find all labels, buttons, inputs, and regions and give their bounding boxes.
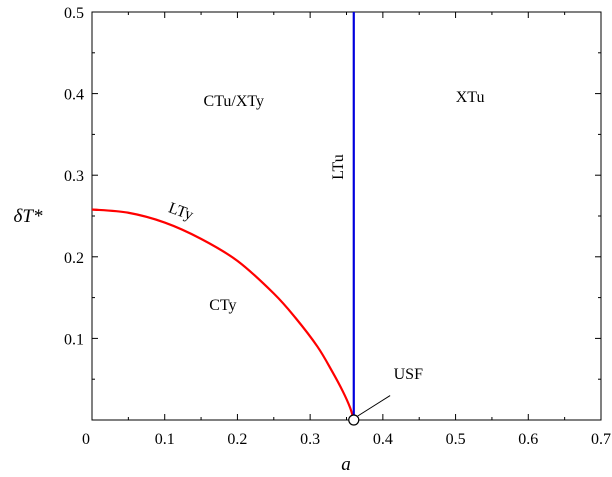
x-tick-label-origin: 0 <box>82 431 90 448</box>
series-layer <box>91 12 355 421</box>
x-tick-label: 0.6 <box>518 431 538 448</box>
y-axis-ticks: 0.1 0.2 0.3 0.4 0.5 <box>64 5 601 380</box>
y-tick-label: 0.2 <box>64 250 84 267</box>
annotation-usf: USF <box>394 366 423 383</box>
annotation-xtu: XTu <box>456 89 485 106</box>
series-line-lty <box>91 208 355 421</box>
x-tick-label: 0.3 <box>300 431 320 448</box>
annotation-ctu-xty: CTu/XTy <box>204 93 265 110</box>
x-tick-label: 0.4 <box>373 431 393 448</box>
x-tick-label: 0.7 <box>591 431 611 448</box>
annotation-layer: CTu/XTy XTu LTu LTy CTy USF <box>166 89 485 426</box>
y-tick-label: 0.3 <box>64 168 84 185</box>
usf-leader-line <box>357 395 391 417</box>
y-tick-label: 0.5 <box>64 5 84 22</box>
x-tick-label: 0.5 <box>446 431 466 448</box>
y-tick-label: 0.4 <box>64 87 84 104</box>
x-tick-label: 0.1 <box>155 431 175 448</box>
x-tick-label: 0.2 <box>227 431 247 448</box>
annotation-lty: LTy <box>166 200 195 225</box>
y-axis-title: δT* <box>14 206 43 227</box>
x-axis-ticks: 0.1 0.2 0.3 0.4 0.5 0.6 0.7 0 <box>82 12 611 448</box>
x-axis-title: a <box>341 454 351 475</box>
annotation-cty: CTy <box>209 297 236 314</box>
y-tick-label: 0.1 <box>64 331 84 348</box>
usf-point-marker <box>348 414 360 426</box>
annotation-ltu: LTu <box>330 154 347 180</box>
